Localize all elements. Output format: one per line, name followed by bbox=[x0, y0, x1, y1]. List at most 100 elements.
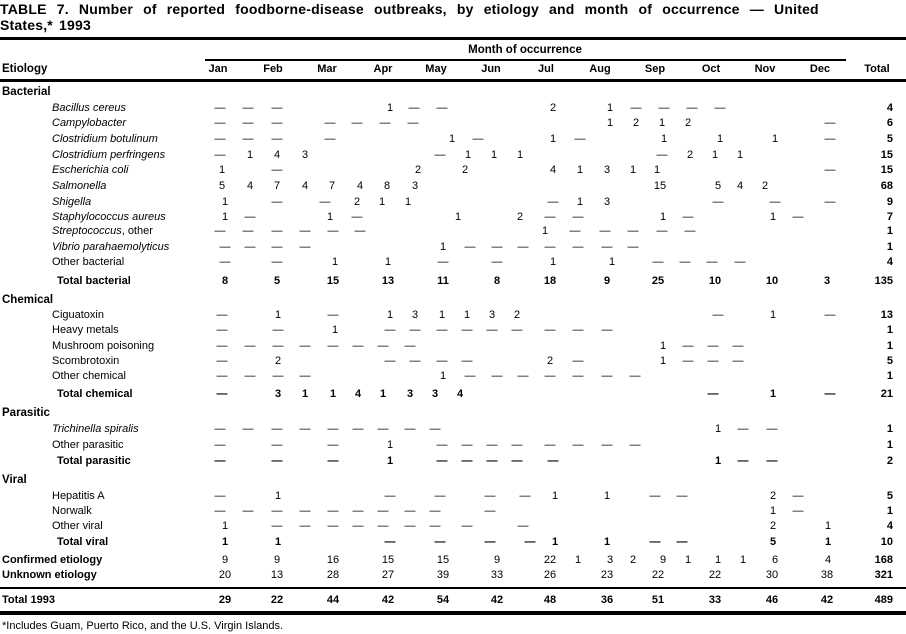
cell-value: — bbox=[242, 133, 254, 145]
cell-value: 2 bbox=[629, 554, 637, 566]
cell-value: — bbox=[511, 455, 523, 467]
row-label: Staphylococcus aureus bbox=[52, 211, 166, 223]
cell-value: — bbox=[484, 505, 496, 517]
cell-value: 1 bbox=[438, 309, 446, 321]
row-label: Mushroom poisoning bbox=[52, 340, 155, 352]
cell-value: 1 bbox=[274, 536, 282, 548]
cell-value: 1 bbox=[716, 133, 724, 145]
cell-value: — bbox=[242, 423, 254, 435]
cell-value: — bbox=[769, 196, 781, 208]
cell-value: — bbox=[436, 455, 448, 467]
cell-value: — bbox=[299, 340, 311, 352]
cell-value: 1 bbox=[769, 309, 777, 321]
cell-value: — bbox=[544, 324, 556, 336]
cell-value: 22 bbox=[543, 554, 557, 566]
cell-value: — bbox=[824, 388, 836, 400]
cell-value: — bbox=[464, 241, 476, 253]
cell-value: 16 bbox=[326, 554, 340, 566]
cell-value: — bbox=[271, 102, 283, 114]
column-header-sep: Sep bbox=[644, 63, 666, 75]
cell-value: 15 bbox=[653, 180, 667, 192]
cell-value: — bbox=[461, 439, 473, 451]
cell-value: 26 bbox=[543, 569, 557, 581]
cell-value: — bbox=[271, 455, 283, 467]
cell-value: 1 bbox=[714, 423, 722, 435]
cell-value: 42 bbox=[381, 594, 395, 606]
cell-value: — bbox=[652, 256, 664, 268]
table-row: Other parasitic — — — 1 — — — — — — — — 1 bbox=[0, 438, 906, 453]
cell-value: — bbox=[464, 370, 476, 382]
row-label: Bacillus cereus bbox=[52, 102, 126, 114]
cell-value: — bbox=[517, 241, 529, 253]
cell-value: — bbox=[216, 388, 228, 400]
cell-value: — bbox=[676, 536, 688, 548]
row-label: Viral bbox=[2, 474, 27, 486]
cell-value: 1 bbox=[454, 211, 462, 223]
cell-value: 4 bbox=[356, 180, 364, 192]
cell-value: — bbox=[461, 324, 473, 336]
cell-value: 25 bbox=[651, 275, 665, 287]
cell-value: — bbox=[734, 256, 746, 268]
cell-value: 27 bbox=[381, 569, 395, 581]
cell-value: 1 bbox=[608, 256, 616, 268]
row-label: Heavy metals bbox=[52, 324, 119, 336]
cell-value: 1 bbox=[653, 164, 661, 176]
column-header-may: May bbox=[425, 63, 447, 75]
cell-value: 1 bbox=[603, 490, 611, 502]
cell-value: — bbox=[707, 340, 719, 352]
column-header-jul: Jul bbox=[538, 63, 554, 75]
cell-value: — bbox=[461, 520, 473, 532]
column-header-apr: Apr bbox=[373, 63, 393, 75]
cell-value: — bbox=[707, 388, 719, 400]
rule-table-bottom bbox=[0, 611, 906, 615]
cell-value: — bbox=[824, 196, 836, 208]
row-label: Total parasitic bbox=[57, 455, 131, 467]
etiology-column-header: Etiology bbox=[2, 63, 48, 75]
cell-value: 1 bbox=[769, 388, 777, 400]
cell-value: 10 bbox=[708, 275, 722, 287]
cell-value: — bbox=[214, 225, 226, 237]
cell-value: — bbox=[214, 505, 226, 517]
cell-value: 5 bbox=[218, 180, 226, 192]
cell-value: — bbox=[242, 505, 254, 517]
cell-value: — bbox=[354, 225, 366, 237]
cell-value: — bbox=[491, 256, 503, 268]
row-total: 1 bbox=[886, 241, 893, 253]
row-total: 2 bbox=[886, 455, 893, 467]
cell-value: — bbox=[214, 149, 226, 161]
cell-value: — bbox=[242, 225, 254, 237]
cell-value: — bbox=[327, 225, 339, 237]
cell-value: — bbox=[244, 211, 256, 223]
cell-value: — bbox=[656, 225, 668, 237]
cell-value: — bbox=[434, 536, 446, 548]
cell-value: 1 bbox=[606, 102, 614, 114]
cell-value: 1 bbox=[386, 439, 394, 451]
cell-value: — bbox=[271, 225, 283, 237]
cell-value: — bbox=[574, 133, 586, 145]
cell-value: — bbox=[824, 133, 836, 145]
cell-value: — bbox=[324, 117, 336, 129]
cell-value: — bbox=[679, 256, 691, 268]
cell-value: — bbox=[572, 355, 584, 367]
cell-value: — bbox=[599, 225, 611, 237]
cell-value: — bbox=[491, 370, 503, 382]
column-header-nov: Nov bbox=[754, 63, 776, 75]
cell-value: — bbox=[732, 340, 744, 352]
cell-value: — bbox=[472, 133, 484, 145]
cell-value: 1 bbox=[769, 505, 777, 517]
cell-value: 23 bbox=[600, 569, 614, 581]
cell-value: 7 bbox=[273, 180, 281, 192]
row-label: Campylobacter bbox=[52, 117, 126, 129]
cell-value: 1 bbox=[574, 554, 582, 566]
row-label: Escherichia coli bbox=[52, 164, 129, 176]
cell-value: — bbox=[351, 117, 363, 129]
cell-value: 5 bbox=[273, 275, 281, 287]
cell-value: — bbox=[271, 241, 283, 253]
cell-value: 44 bbox=[326, 594, 340, 606]
column-header-aug: Aug bbox=[589, 63, 611, 75]
row-total: 1 bbox=[886, 439, 893, 451]
row-total: 1 bbox=[886, 225, 893, 237]
table-title-line1: TABLE 7. Number of reported foodborne-di… bbox=[0, 1, 819, 17]
table-row: Total parasitic — — — 1 — — — — — 1 — — 2 bbox=[0, 454, 906, 469]
row-label: Unknown etiology bbox=[2, 569, 97, 581]
